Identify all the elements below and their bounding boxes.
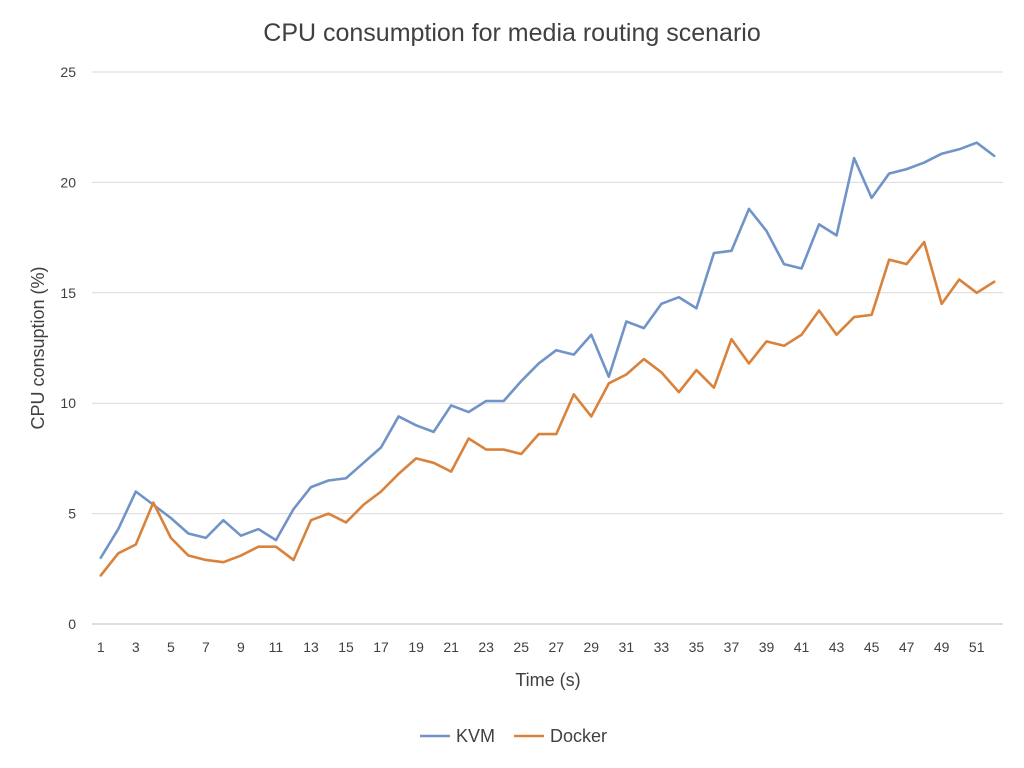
- x-tick-label: 31: [619, 639, 635, 655]
- x-tick-label: 11: [269, 639, 284, 655]
- x-tick-label: 39: [759, 639, 775, 655]
- y-tick-label: 5: [68, 506, 76, 522]
- y-axis-ticks: 0 5 10 15 20 25: [60, 64, 76, 632]
- x-tick-label: 43: [829, 639, 845, 655]
- x-tick-label: 15: [338, 639, 354, 655]
- x-tick-label: 27: [548, 639, 564, 655]
- x-tick-label: 35: [689, 639, 705, 655]
- x-axis-label: Time (s): [515, 670, 580, 690]
- x-tick-label: 51: [969, 639, 985, 655]
- x-tick-label: 3: [132, 639, 140, 655]
- y-tick-label: 20: [60, 174, 76, 190]
- x-tick-label: 29: [584, 639, 600, 655]
- x-tick-label: 49: [934, 639, 950, 655]
- x-tick-label: 37: [724, 639, 740, 655]
- x-tick-label: 21: [443, 639, 459, 655]
- chart-title: CPU consumption for media routing scenar…: [263, 19, 760, 47]
- x-tick-label: 41: [794, 639, 810, 655]
- y-tick-label: 15: [60, 285, 76, 301]
- legend-label-docker: Docker: [550, 726, 607, 746]
- legend: KVM Docker: [420, 726, 607, 746]
- x-tick-label: 5: [167, 639, 175, 655]
- x-tick-label: 47: [899, 639, 915, 655]
- series-line-docker: [99, 240, 996, 577]
- series-line-kvm: [99, 141, 996, 560]
- y-axis-label: CPU consuption (%): [28, 266, 48, 429]
- x-tick-label: 9: [237, 639, 245, 655]
- x-tick-label: 17: [373, 639, 389, 655]
- y-tick-label: 0: [68, 616, 76, 632]
- x-tick-label: 25: [513, 639, 529, 655]
- x-tick-label: 33: [654, 639, 670, 655]
- x-tick-label: 23: [478, 639, 494, 655]
- gridlines: [92, 71, 1003, 625]
- x-tick-label: 45: [864, 639, 880, 655]
- legend-label-kvm: KVM: [456, 726, 495, 746]
- y-tick-label: 10: [60, 395, 76, 411]
- x-axis-ticks: 1 3 5 7 9 11 13 15 17 19 21 23 25 27 29 31 33 35 37 39 41 43 4…: [97, 639, 985, 655]
- series-lines: [99, 141, 996, 577]
- x-tick-label: 19: [408, 639, 424, 655]
- x-tick-label: 7: [202, 639, 210, 655]
- x-tick-label: 13: [303, 639, 319, 655]
- y-tick-label: 25: [60, 64, 76, 80]
- x-tick-label: 1: [97, 639, 105, 655]
